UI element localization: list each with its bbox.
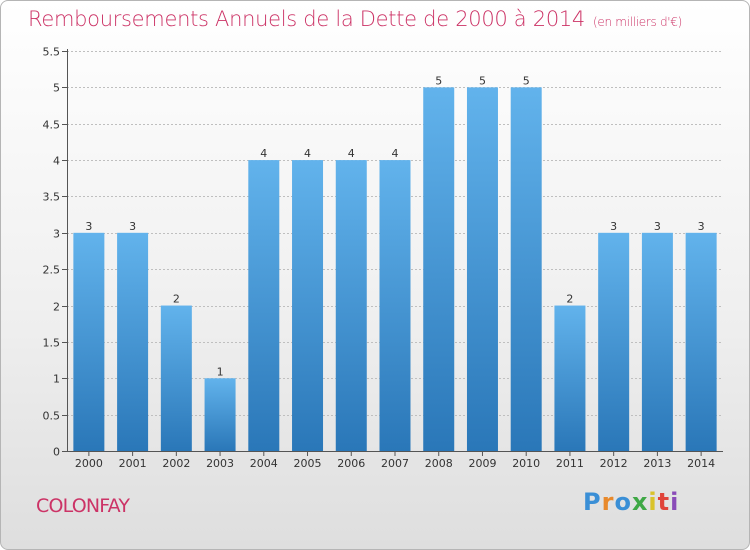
bar-2006 xyxy=(335,160,367,451)
bar-2011 xyxy=(554,305,586,451)
data-label-2012: 3 xyxy=(610,220,617,233)
x-tick-label-2012: 2012 xyxy=(600,457,628,470)
chart-title-text: Remboursements Annuels de la Dette de 20… xyxy=(28,7,585,31)
data-label-2003: 1 xyxy=(217,365,224,378)
chart-subtitle: (en milliers d'€) xyxy=(593,15,683,29)
logo-letter: t xyxy=(657,488,671,516)
commune-name: COLONFAY xyxy=(36,495,130,517)
logo-letter: r xyxy=(601,488,615,516)
bar-2000 xyxy=(73,232,105,451)
bar-2014 xyxy=(685,232,717,451)
y-tick-label: 5.5 xyxy=(43,46,61,59)
bar-2005 xyxy=(292,160,324,451)
y-tick-label: 3 xyxy=(53,228,60,241)
proxiti-logo: Proxiti xyxy=(583,488,679,516)
data-label-2010: 5 xyxy=(523,74,530,87)
data-label-2007: 4 xyxy=(392,147,399,160)
x-tick-label-2006: 2006 xyxy=(337,457,365,470)
data-label-2014: 3 xyxy=(698,220,705,233)
logo-letter: P xyxy=(583,488,602,516)
chart-title: Remboursements Annuels de la Dette de 20… xyxy=(28,7,682,31)
y-tick-label: 4 xyxy=(53,155,60,168)
data-label-2005: 4 xyxy=(304,147,311,160)
bar-2010 xyxy=(510,87,542,451)
data-label-2004: 4 xyxy=(260,147,267,160)
data-label-2011: 2 xyxy=(566,293,573,306)
y-tick-label: 2 xyxy=(53,301,60,314)
y-tick-label: 1.5 xyxy=(43,337,61,350)
x-tick-label-2003: 2003 xyxy=(206,457,234,470)
x-tick-label-2009: 2009 xyxy=(468,457,496,470)
data-label-2002: 2 xyxy=(173,293,180,306)
data-label-2009: 5 xyxy=(479,74,486,87)
bars xyxy=(73,87,717,451)
y-tick-label: 2.5 xyxy=(43,264,61,277)
bar-2008 xyxy=(423,87,455,451)
x-tick-label-2008: 2008 xyxy=(425,457,453,470)
x-tick-label-2013: 2013 xyxy=(643,457,671,470)
data-label-2000: 3 xyxy=(85,220,92,233)
bar-2004 xyxy=(248,160,280,451)
bar-2003 xyxy=(204,378,236,451)
x-tick-label-2007: 2007 xyxy=(381,457,409,470)
bar-2001 xyxy=(117,232,149,451)
y-tick-label: 3.5 xyxy=(43,191,61,204)
data-label-2008: 5 xyxy=(435,74,442,87)
logo-letter: i xyxy=(648,488,658,516)
x-tick-label-2002: 2002 xyxy=(162,457,190,470)
x-tick-label-2001: 2001 xyxy=(119,457,147,470)
y-tick-label: 0 xyxy=(53,446,60,459)
y-tick-label: 0.5 xyxy=(43,410,61,423)
x-tick-label-2005: 2005 xyxy=(294,457,322,470)
y-tick-label: 1 xyxy=(53,373,60,386)
x-tick-label-2004: 2004 xyxy=(250,457,278,470)
bar-2009 xyxy=(466,87,498,451)
logo-letter: i xyxy=(670,488,680,516)
bar-2012 xyxy=(598,232,630,451)
logo-letter: o xyxy=(614,488,632,516)
x-tick-label-2010: 2010 xyxy=(512,457,540,470)
bar-2007 xyxy=(379,160,411,451)
bar-2013 xyxy=(641,232,673,451)
axes xyxy=(62,49,723,456)
data-label-2013: 3 xyxy=(654,220,661,233)
x-tick-label-2000: 2000 xyxy=(75,457,103,470)
y-tick-label: 5 xyxy=(53,82,60,95)
labels: 0 0.5 1 1.5 2 2.5 3 3.5 4 4.5 5 5.5 3 2000 3 2001 2 2002 1… xyxy=(43,46,716,471)
data-label-2006: 4 xyxy=(348,147,355,160)
bar-2002 xyxy=(160,305,192,451)
x-tick-label-2014: 2014 xyxy=(687,457,715,470)
data-label-2001: 3 xyxy=(129,220,136,233)
x-tick-label-2011: 2011 xyxy=(556,457,584,470)
logo-letter: x xyxy=(631,488,649,516)
y-tick-label: 4.5 xyxy=(43,119,61,132)
